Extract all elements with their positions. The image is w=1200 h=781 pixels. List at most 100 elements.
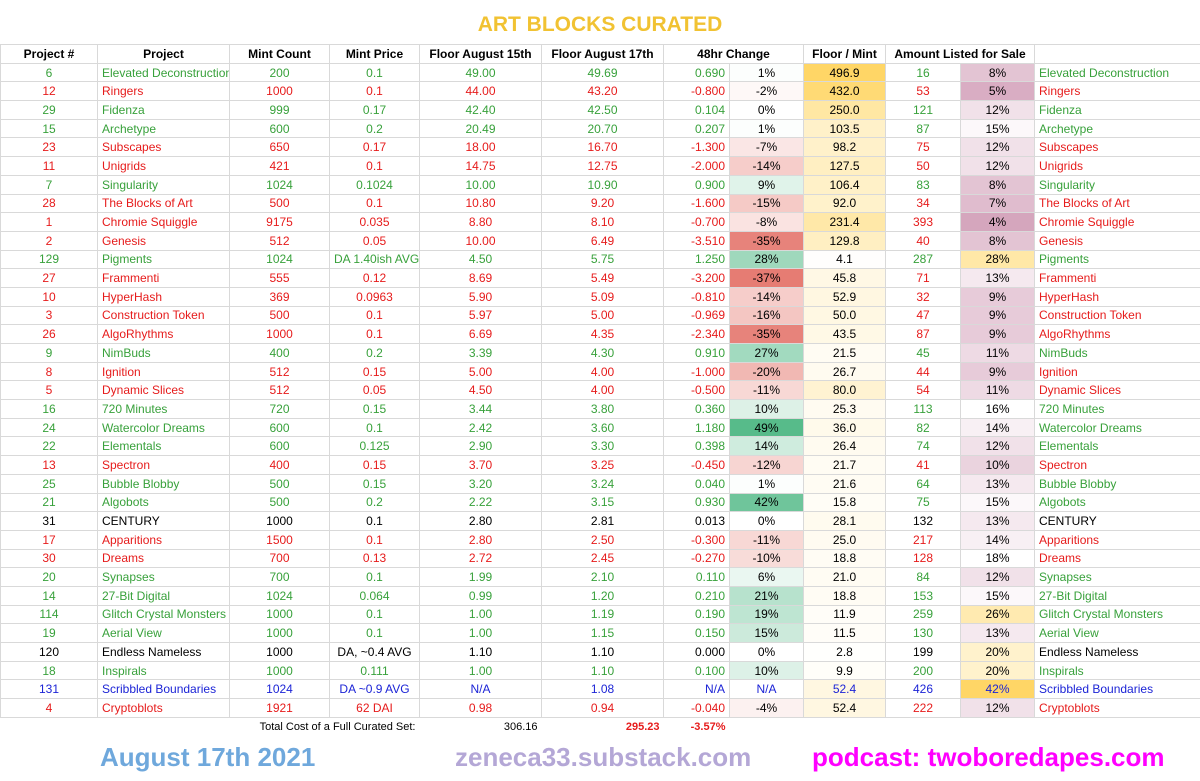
cell-project-num[interactable]: 9 [0, 343, 98, 363]
cell-project-name-repeat[interactable]: Endless Nameless [1034, 642, 1200, 662]
cell-project-num[interactable]: 20 [0, 567, 98, 587]
cell-floor-aug15[interactable]: 42.40 [419, 100, 542, 120]
cell-project-name-repeat[interactable]: Elevated Deconstruction [1034, 62, 1200, 83]
cell-floor-mint[interactable]: 127.5 [803, 156, 886, 176]
cell-listed-pct[interactable]: 7% [960, 193, 1035, 214]
cell-change-pct[interactable]: -8% [729, 212, 804, 232]
header-project[interactable]: Project [97, 44, 230, 64]
cell-project-num[interactable]: 15 [0, 118, 98, 139]
cell-floor-aug17[interactable]: 4.00 [541, 361, 664, 382]
cell-project-name-repeat[interactable]: AlgoRhythms [1034, 324, 1200, 344]
cell-mint-price[interactable]: 0.035 [329, 212, 420, 232]
cell-project-name-repeat[interactable]: Algobots [1034, 492, 1200, 513]
cell-listed-count[interactable]: 83 [885, 174, 961, 195]
cell-floor-aug15[interactable]: 10.00 [419, 174, 542, 195]
cell-listed-count[interactable]: 222 [885, 698, 961, 718]
cell-project-num[interactable]: 21 [0, 492, 98, 513]
cell-project-name[interactable]: Elevated Deconstruction [97, 62, 230, 83]
cell-floor-aug15[interactable]: 1.99 [419, 567, 542, 587]
cell-change-pct[interactable]: -37% [729, 268, 804, 288]
cell-project-name-repeat[interactable]: Synapses [1034, 567, 1200, 587]
cell-floor-aug17[interactable]: 1.08 [541, 679, 664, 700]
cell-project-name[interactable]: Watercolor Dreams [97, 417, 230, 438]
cell-mint-count[interactable]: 700 [229, 548, 330, 569]
cell-mint-count[interactable]: 720 [229, 399, 330, 419]
cell-change-abs[interactable]: -0.300 [663, 529, 730, 550]
cell-listed-pct[interactable]: 26% [960, 604, 1035, 625]
cell-project-name[interactable]: Cryptoblots [97, 698, 230, 718]
cell-listed-count[interactable]: 75 [885, 137, 961, 158]
cell-listed-count[interactable]: 393 [885, 212, 961, 232]
cell-project-name-repeat[interactable]: Chromie Squiggle [1034, 212, 1200, 232]
cell-floor-aug17[interactable]: 4.35 [541, 324, 664, 344]
cell-change-abs[interactable]: N/A [663, 679, 730, 700]
cell-floor-aug17[interactable]: 2.45 [541, 548, 664, 569]
cell-listed-count[interactable]: 32 [885, 286, 961, 307]
cell-change-abs[interactable]: -1.000 [663, 361, 730, 382]
cell-floor-aug15[interactable]: 8.80 [419, 212, 542, 232]
cell-listed-count[interactable]: 121 [885, 100, 961, 120]
cell-floor-aug15[interactable]: 10.80 [419, 193, 542, 214]
cell-project-name[interactable]: Inspirals [97, 660, 230, 681]
cell-project-num[interactable]: 17 [0, 529, 98, 550]
cell-change-pct[interactable]: 28% [729, 249, 804, 270]
cell-change-pct[interactable]: 0% [729, 511, 804, 531]
cell-listed-count[interactable]: 200 [885, 660, 961, 681]
cell-listed-count[interactable]: 71 [885, 268, 961, 288]
cell-project-name[interactable]: Ringers [97, 81, 230, 102]
cell-change-pct[interactable]: 1% [729, 62, 804, 83]
cell-project-name-repeat[interactable]: Subscapes [1034, 137, 1200, 158]
cell-project-num[interactable]: 23 [0, 137, 98, 158]
cell-change-pct[interactable]: 42% [729, 492, 804, 513]
cell-project-name[interactable]: Archetype [97, 118, 230, 139]
cell-project-name-repeat[interactable]: HyperHash [1034, 286, 1200, 307]
cell-project-name[interactable]: 27-Bit Digital [97, 585, 230, 606]
cell-floor-mint[interactable]: 21.7 [803, 455, 886, 475]
cell-floor-aug17[interactable]: 3.30 [541, 436, 664, 457]
cell-listed-count[interactable]: 132 [885, 511, 961, 531]
cell-listed-pct[interactable]: 9% [960, 286, 1035, 307]
header-mint-count[interactable]: Mint Count [229, 44, 330, 64]
cell-project-name-repeat[interactable]: Pigments [1034, 249, 1200, 270]
cell-floor-mint[interactable]: 98.2 [803, 137, 886, 158]
cell-change-pct[interactable]: 0% [729, 100, 804, 120]
cell-mint-price[interactable]: 0.15 [329, 473, 420, 494]
cell-mint-count[interactable]: 1000 [229, 623, 330, 643]
header-floor-mint[interactable]: Floor / Mint [803, 44, 886, 64]
cell-project-name[interactable]: Algobots [97, 492, 230, 513]
cell-floor-mint[interactable]: 250.0 [803, 100, 886, 120]
cell-project-name[interactable]: 720 Minutes [97, 399, 230, 419]
cell-floor-mint[interactable]: 92.0 [803, 193, 886, 214]
cell-project-num[interactable]: 22 [0, 436, 98, 457]
cell-project-name-repeat[interactable]: Fidenza [1034, 100, 1200, 120]
cell-floor-aug15[interactable]: 1.00 [419, 660, 542, 681]
cell-project-name[interactable]: NimBuds [97, 343, 230, 363]
cell-floor-aug15[interactable]: 2.80 [419, 529, 542, 550]
cell-mint-price[interactable]: 0.1 [329, 604, 420, 625]
cell-floor-aug17[interactable]: 5.49 [541, 268, 664, 288]
cell-change-abs[interactable]: 0.000 [663, 642, 730, 662]
cell-floor-aug17[interactable]: 3.25 [541, 455, 664, 475]
cell-listed-pct[interactable]: 18% [960, 548, 1035, 569]
cell-floor-aug17[interactable]: 43.20 [541, 81, 664, 102]
cell-mint-price[interactable]: 0.2 [329, 343, 420, 363]
cell-listed-pct[interactable]: 15% [960, 492, 1035, 513]
cell-mint-price[interactable]: 0.064 [329, 585, 420, 606]
cell-listed-pct[interactable]: 5% [960, 81, 1035, 102]
cell-floor-aug15[interactable]: 14.75 [419, 156, 542, 176]
cell-mint-price[interactable]: 0.17 [329, 100, 420, 120]
cell-floor-aug17[interactable]: 20.70 [541, 118, 664, 139]
cell-mint-price[interactable]: 0.125 [329, 436, 420, 457]
cell-project-name[interactable]: CENTURY [97, 511, 230, 531]
cell-change-abs[interactable]: 0.100 [663, 660, 730, 681]
cell-floor-aug15[interactable]: 3.70 [419, 455, 542, 475]
cell-project-num[interactable]: 14 [0, 585, 98, 606]
cell-listed-count[interactable]: 84 [885, 567, 961, 587]
cell-project-name-repeat[interactable]: Cryptoblots [1034, 698, 1200, 718]
cell-floor-mint[interactable]: 80.0 [803, 380, 886, 401]
cell-project-name-repeat[interactable]: Genesis [1034, 230, 1200, 251]
cell-change-pct[interactable]: -35% [729, 324, 804, 344]
cell-floor-aug17[interactable]: 6.49 [541, 230, 664, 251]
cell-mint-count[interactable]: 500 [229, 492, 330, 513]
cell-listed-count[interactable]: 44 [885, 361, 961, 382]
